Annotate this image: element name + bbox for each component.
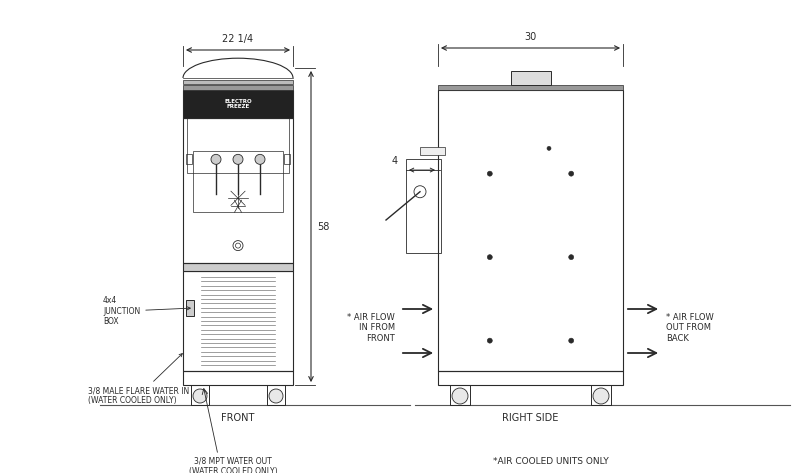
Bar xyxy=(438,90,623,371)
Circle shape xyxy=(593,388,609,404)
Text: 22 1/4: 22 1/4 xyxy=(223,34,254,44)
Bar xyxy=(183,371,293,385)
Bar xyxy=(186,154,192,164)
Bar xyxy=(450,385,470,405)
Bar xyxy=(591,385,611,405)
Circle shape xyxy=(193,389,207,403)
Bar xyxy=(187,118,289,173)
Circle shape xyxy=(487,171,493,176)
Bar xyxy=(183,118,293,263)
Bar xyxy=(193,151,283,212)
Text: 4: 4 xyxy=(392,156,398,166)
Circle shape xyxy=(487,338,493,343)
Circle shape xyxy=(569,171,574,176)
Bar xyxy=(183,90,293,118)
Text: 4x4
JUNCTION
BOX: 4x4 JUNCTION BOX xyxy=(103,296,191,326)
Bar xyxy=(510,71,550,85)
Bar xyxy=(183,271,293,371)
Circle shape xyxy=(452,388,468,404)
Bar xyxy=(284,154,290,164)
Circle shape xyxy=(269,389,283,403)
Text: 3/8 MALE FLARE WATER IN
(WATER COOLED ONLY): 3/8 MALE FLARE WATER IN (WATER COOLED ON… xyxy=(88,354,189,405)
Bar xyxy=(183,80,293,84)
Bar xyxy=(183,85,293,90)
Circle shape xyxy=(547,146,551,150)
Text: FRONT: FRONT xyxy=(221,413,255,423)
Text: * AIR FLOW
IN FROM
FRONT: * AIR FLOW IN FROM FRONT xyxy=(348,313,395,343)
Bar xyxy=(191,385,209,405)
Text: 30: 30 xyxy=(525,32,537,42)
Circle shape xyxy=(569,254,574,260)
Text: * AIR FLOW
OUT FROM
BACK: * AIR FLOW OUT FROM BACK xyxy=(666,313,714,343)
Bar xyxy=(183,263,293,271)
Bar xyxy=(406,159,441,253)
Text: ELECTRO
FREEZE: ELECTRO FREEZE xyxy=(224,98,252,109)
Bar xyxy=(186,300,194,316)
Circle shape xyxy=(569,338,574,343)
Text: *AIR COOLED UNITS ONLY: *AIR COOLED UNITS ONLY xyxy=(493,457,609,466)
Text: 3/8 MPT WATER OUT
(WATER COOLED ONLY): 3/8 MPT WATER OUT (WATER COOLED ONLY) xyxy=(189,457,277,473)
Bar xyxy=(267,385,285,405)
Circle shape xyxy=(233,154,243,164)
Bar xyxy=(438,85,623,90)
Bar xyxy=(420,147,445,155)
Bar xyxy=(438,371,623,385)
Text: 58: 58 xyxy=(317,221,329,231)
Circle shape xyxy=(487,254,493,260)
Circle shape xyxy=(255,154,265,164)
Circle shape xyxy=(211,154,221,164)
Text: RIGHT SIDE: RIGHT SIDE xyxy=(502,413,558,423)
